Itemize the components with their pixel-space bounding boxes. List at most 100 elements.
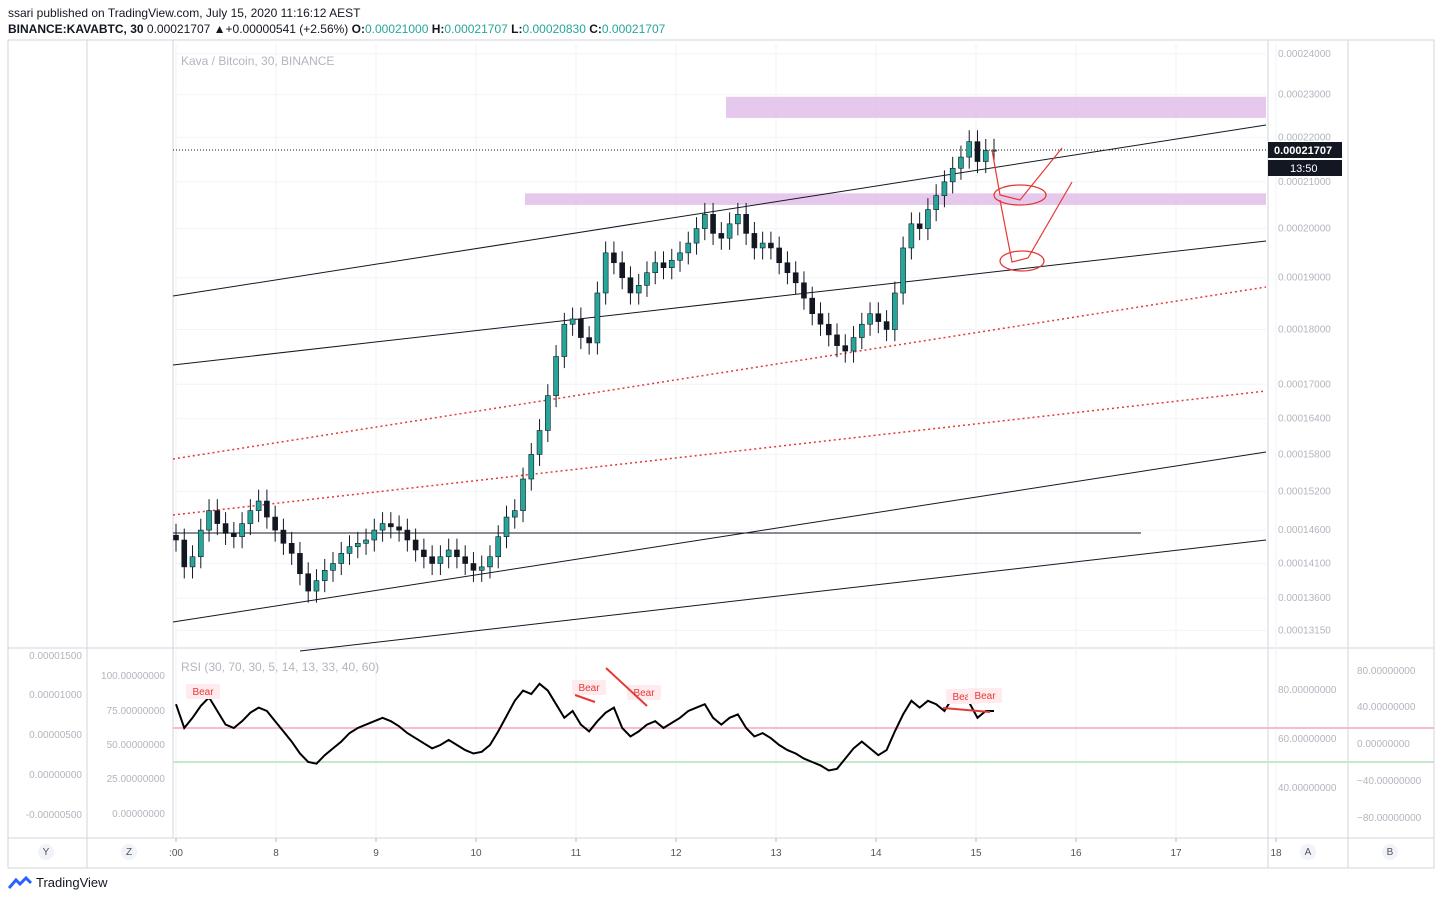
candle-body bbox=[726, 223, 733, 239]
price-tick-label: 0.00014100 bbox=[1278, 558, 1331, 569]
candle-body bbox=[660, 262, 667, 269]
candle-body bbox=[735, 214, 741, 225]
candle-body bbox=[933, 195, 939, 210]
footer-brand[interactable]: TradingView bbox=[8, 875, 108, 890]
candle-body bbox=[842, 345, 849, 352]
candle-body bbox=[809, 297, 816, 315]
brand-name: TradingView bbox=[36, 875, 108, 890]
bear-label: Bear bbox=[974, 691, 996, 702]
rsi-mid-axis-label: 0.00000000 bbox=[112, 809, 165, 820]
candle-body bbox=[412, 539, 419, 551]
price-tick-label: 0.00015800 bbox=[1278, 449, 1331, 460]
candle-body bbox=[321, 570, 328, 581]
scale-button-label: B bbox=[1387, 847, 1394, 858]
rsi-mid-axis-label: 100.00000000 bbox=[101, 671, 165, 682]
candle-body bbox=[991, 149, 997, 152]
open-label: O: bbox=[351, 22, 365, 36]
ohlc-bar: BINANCE:KAVABTC, 30 0.00021707 ▲+0.00000… bbox=[8, 22, 665, 36]
candle-body bbox=[801, 282, 807, 299]
bear-divergence-line bbox=[574, 694, 596, 703]
candle-body bbox=[197, 529, 204, 558]
candle-body bbox=[553, 356, 559, 396]
candle-body bbox=[495, 536, 502, 558]
high-label: H: bbox=[431, 22, 445, 36]
close-value: 0.00021707 bbox=[601, 22, 666, 36]
red-path-upper bbox=[991, 147, 1063, 201]
rsi-pane: Bear Bear Bear Bear Bear bbox=[173, 667, 1434, 772]
candle-body bbox=[297, 553, 303, 575]
candle-body bbox=[949, 167, 956, 183]
time-tick-label: 9 bbox=[373, 848, 379, 859]
candle-body bbox=[239, 523, 245, 537]
candle-body bbox=[908, 223, 915, 249]
time-tick-label: 13 bbox=[770, 848, 782, 859]
scale-button[interactable] bbox=[38, 844, 54, 860]
candle-body bbox=[685, 242, 692, 254]
candle-body bbox=[388, 523, 394, 528]
candle-body bbox=[792, 272, 799, 284]
bear-label: Bear bbox=[952, 692, 974, 703]
candle-body bbox=[545, 395, 551, 431]
grid bbox=[173, 44, 1277, 838]
candle-body bbox=[561, 323, 568, 357]
candle-body bbox=[313, 580, 320, 592]
chart-canvas[interactable]: Kava / Bitcoin, 30, BINANCE 0.000240000.… bbox=[0, 0, 1441, 870]
candle-body bbox=[173, 534, 179, 541]
time-tick-label: 8 bbox=[273, 848, 279, 859]
candle-body bbox=[520, 478, 526, 511]
rsi-right-axis-label: 60.00000000 bbox=[1278, 734, 1337, 745]
candle-body bbox=[189, 556, 196, 568]
candle-body bbox=[503, 516, 510, 537]
candle-body bbox=[751, 233, 758, 249]
symbol-label: BINANCE:KAVABTC, 30 bbox=[8, 22, 144, 36]
candle-body bbox=[982, 150, 989, 162]
candle-body bbox=[867, 313, 873, 325]
candle-body bbox=[338, 553, 345, 564]
candle-body bbox=[627, 277, 634, 294]
candle-body bbox=[222, 523, 229, 534]
high-value: 0.00021707 bbox=[444, 22, 508, 36]
rsi-left-axis-label: 0.00000000 bbox=[29, 770, 82, 781]
scale-button[interactable] bbox=[1382, 844, 1398, 860]
red-circle-upper bbox=[993, 184, 1047, 206]
candle-body bbox=[470, 563, 477, 571]
rsi-left-axis-label: 0.00000500 bbox=[29, 730, 82, 741]
red-path-lower bbox=[999, 181, 1073, 263]
price-tick-label: 0.00024000 bbox=[1278, 49, 1331, 60]
candle-body bbox=[445, 549, 452, 558]
channel-middle-line bbox=[172, 240, 1267, 366]
rsi-title: RSI (30, 70, 30, 5, 14, 13, 33, 40, 60) bbox=[181, 660, 379, 674]
candle-body bbox=[421, 549, 427, 558]
last-price-box bbox=[1268, 142, 1342, 158]
candle-body bbox=[834, 334, 840, 346]
time-tick-label: 16 bbox=[1070, 848, 1082, 859]
candle-body bbox=[578, 318, 584, 338]
candle-body bbox=[916, 223, 923, 229]
candle-body bbox=[702, 214, 708, 229]
rsi-right-axis-label: 40.00000000 bbox=[1278, 783, 1337, 794]
bear-divergence-line bbox=[942, 707, 991, 713]
candle-body bbox=[825, 323, 832, 336]
scale-button[interactable] bbox=[1300, 844, 1316, 860]
red-dotted-lower bbox=[172, 390, 1267, 516]
candle-body bbox=[371, 529, 378, 541]
candle-body bbox=[346, 546, 353, 554]
price-tick-label: 0.00019000 bbox=[1278, 273, 1331, 284]
time-tick-label: 12 bbox=[670, 848, 682, 859]
price-tick-label: 0.00015200 bbox=[1278, 487, 1331, 498]
candle-body bbox=[900, 247, 906, 294]
candle-body bbox=[941, 181, 948, 196]
bear-label-box bbox=[968, 688, 1002, 703]
candle-body bbox=[437, 556, 444, 564]
bear-divergence-line bbox=[605, 667, 648, 707]
last-price-label: 0.00021707 bbox=[1274, 145, 1332, 157]
price-tick-label: 0.00014600 bbox=[1278, 525, 1331, 536]
candle-body bbox=[858, 323, 865, 338]
candle-body bbox=[602, 252, 609, 294]
candle-body bbox=[181, 539, 188, 568]
candle-body bbox=[363, 539, 369, 544]
time-tick-label: 18 bbox=[1270, 848, 1282, 859]
time-tick-label: 15 bbox=[970, 848, 982, 859]
scale-button[interactable] bbox=[121, 844, 137, 860]
